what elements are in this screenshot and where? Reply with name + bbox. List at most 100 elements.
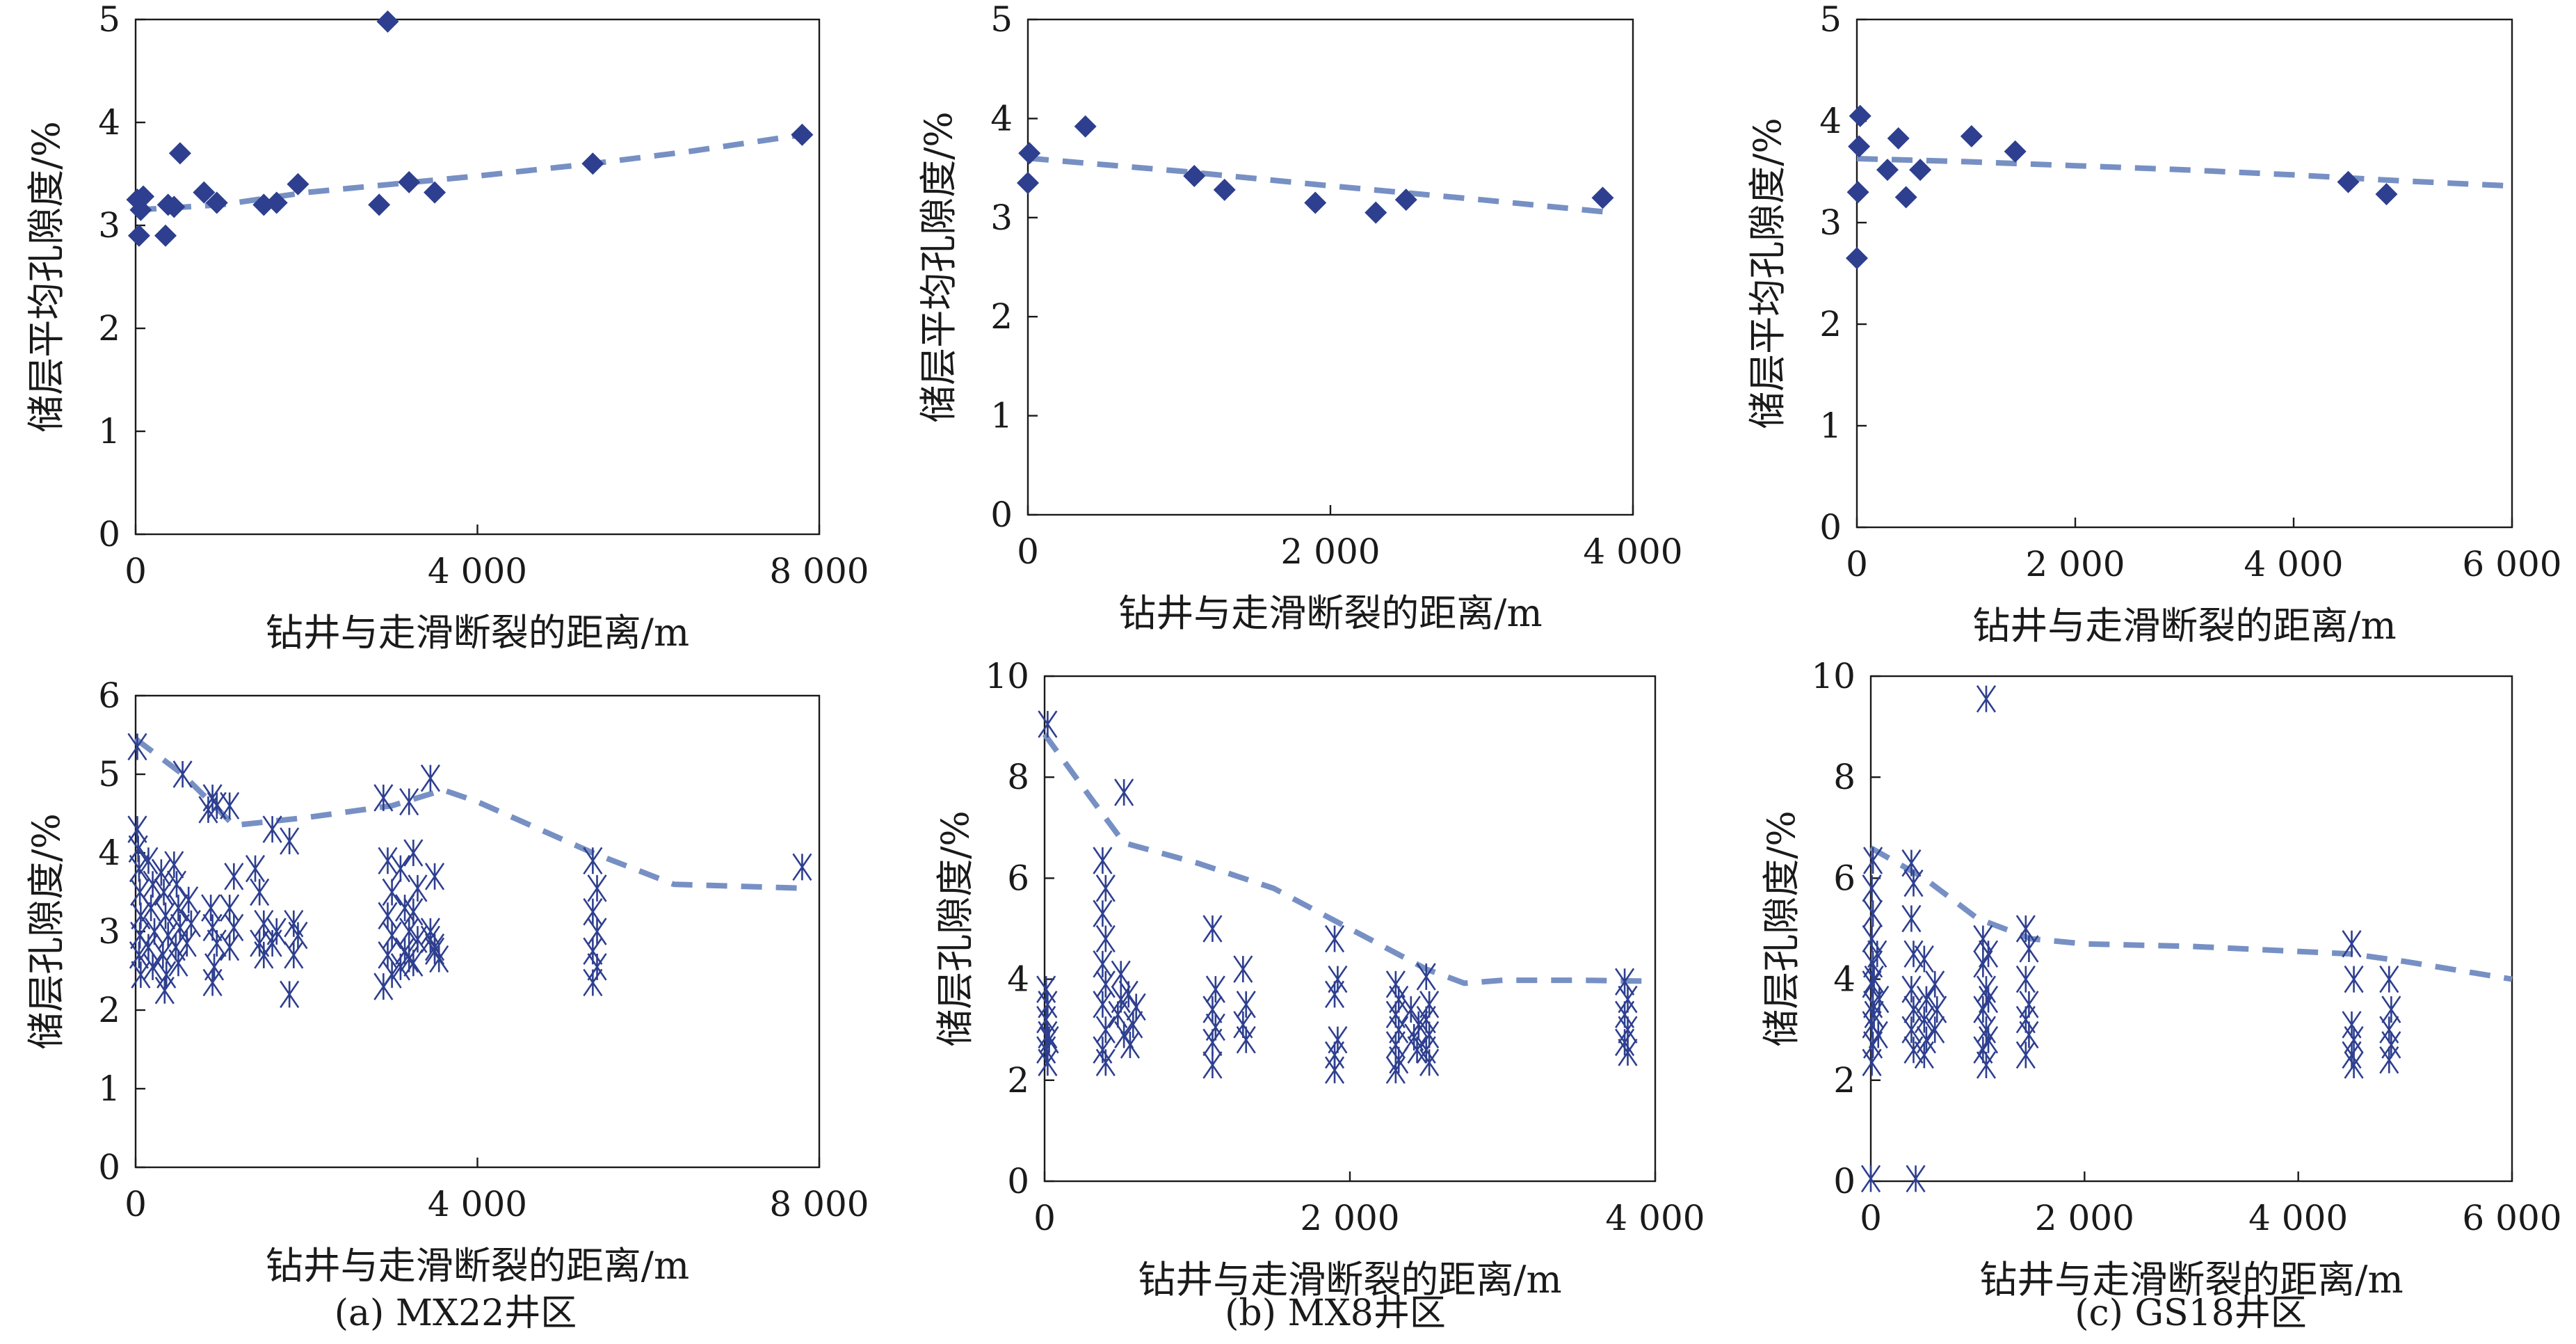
data-point <box>168 949 188 977</box>
data-point <box>166 933 186 961</box>
data-point <box>1304 191 1327 214</box>
x-tick-label: 6 000 <box>2462 544 2561 584</box>
data-point <box>390 953 410 981</box>
data-point <box>2015 1041 2036 1069</box>
y-tick-label: 2 <box>990 296 1013 337</box>
data-point <box>1618 985 1638 1014</box>
panel-mx8-average-porosity: 0 1 2 3 4 5 0 2 000 4 000 钻井与走滑断裂的距离/m 储层平均孔隙度/% <box>917 0 1683 635</box>
y-tick-label: 5 <box>990 0 1013 40</box>
data-point <box>1120 1031 1140 1059</box>
data-point <box>1095 874 1116 902</box>
plot-frame <box>134 694 821 1169</box>
data-point <box>1860 1165 1881 1193</box>
x-tick-label: 0 <box>124 1184 147 1224</box>
caption-c: (c) GS18井区 <box>2075 1293 2307 1334</box>
data-point <box>1328 965 1348 993</box>
data-point <box>265 191 288 214</box>
y-tick-label: 0 <box>1819 507 1842 547</box>
data-point <box>2379 965 2399 993</box>
data-point <box>1973 925 1993 953</box>
data-point <box>1202 1051 1223 1079</box>
data-point <box>1183 164 1206 187</box>
data-point <box>220 792 240 819</box>
data-point <box>1862 1048 1882 1077</box>
data-point <box>1978 1025 1999 1054</box>
data-point <box>138 933 159 961</box>
x-axis-title: 钻井与走滑断裂的距离/m <box>266 611 689 655</box>
data-point <box>1389 985 1409 1014</box>
data-point <box>220 894 240 922</box>
plot-frame <box>1869 675 2513 1183</box>
data-point <box>1419 991 1440 1018</box>
data-point <box>378 847 398 875</box>
panel-mx22-average-porosity: 0 1 2 3 4 5 0 4 000 8 000 钻井与走滑断裂的距离/m 储层平均孔隙度/% <box>24 0 869 655</box>
data-point <box>408 874 428 902</box>
data-point <box>2015 915 2036 943</box>
x-tick-label: 0 <box>1017 531 1039 572</box>
x-tick-label: 2 000 <box>1300 1198 1399 1238</box>
panel-gs18-average-porosity: 0 1 2 3 4 5 0 2 000 4 000 6 000 钻井与走滑断裂的距离/m 储层平均孔隙… <box>1746 0 2562 648</box>
data-point <box>168 142 191 165</box>
data-point <box>373 784 394 812</box>
data-point <box>1914 1041 1934 1069</box>
data-point <box>284 941 304 969</box>
data-points <box>1860 685 2401 1193</box>
data-point <box>1846 247 1868 270</box>
y-tick-label: 1 <box>98 411 120 451</box>
data-point <box>1205 975 1225 1003</box>
y-tick-label: 6 <box>1007 858 1029 898</box>
data-points <box>1036 710 1638 1085</box>
data-point <box>1385 1056 1406 1085</box>
data-point <box>1419 1021 1440 1049</box>
data-point <box>2015 1005 2036 1034</box>
y-tick-label: 6 <box>1833 858 1855 898</box>
data-point <box>368 193 391 216</box>
data-point <box>1416 963 1436 991</box>
x-tick-label: 0 <box>1860 1198 1882 1238</box>
y-axis-title: 储层孔隙度/% <box>933 810 977 1047</box>
data-point <box>403 839 424 867</box>
data-points <box>1846 104 2398 270</box>
data-point <box>1385 970 1406 998</box>
data-point <box>1018 142 1041 165</box>
y-axis-title: 储层平均孔隙度/% <box>1746 118 1789 429</box>
data-point <box>1591 186 1614 209</box>
caption-b: (b) MX8井区 <box>1225 1293 1446 1334</box>
data-point <box>1401 995 1421 1023</box>
data-point <box>1976 1051 1997 1079</box>
data-point <box>1017 171 1039 194</box>
y-tick-label: 5 <box>1819 0 1842 40</box>
data-point <box>1906 1165 1926 1193</box>
y-tick-label: 0 <box>1007 1161 1029 1201</box>
plot-frame <box>1855 18 2513 529</box>
data-point <box>1976 685 1997 713</box>
data-point <box>163 195 186 218</box>
data-point <box>193 181 216 204</box>
data-point <box>1914 945 1934 973</box>
y-tick-label: 0 <box>98 1147 120 1187</box>
data-point <box>1876 159 1899 182</box>
data-point <box>1903 869 1924 897</box>
data-point <box>287 173 309 195</box>
data-point <box>132 185 155 208</box>
data-point <box>1925 1016 1945 1043</box>
data-point <box>1038 1048 1058 1077</box>
data-point <box>2019 935 2039 963</box>
x-tick-label: 0 <box>124 551 147 591</box>
data-point <box>1324 980 1345 1009</box>
data-point <box>1615 1000 1635 1029</box>
data-point <box>1202 995 1223 1023</box>
data-point <box>1862 874 1882 902</box>
data-point <box>154 224 177 247</box>
data-point <box>1233 1011 1253 1039</box>
data-point <box>2019 991 2039 1018</box>
y-tick-label: 1 <box>98 1069 120 1109</box>
data-point <box>1202 915 1223 943</box>
y-tick-label: 1 <box>990 396 1013 436</box>
data-point <box>1126 993 1146 1021</box>
x-tick-label: 4 000 <box>428 551 527 591</box>
data-point <box>2375 183 2398 206</box>
data-point <box>1095 1048 1116 1077</box>
data-point <box>254 909 274 938</box>
panel-mx8-porosity: 0 2 4 6 8 10 0 2 000 4 000 钻井与走滑断裂的距离/m 储层孔隙度/% <box>933 656 1705 1302</box>
